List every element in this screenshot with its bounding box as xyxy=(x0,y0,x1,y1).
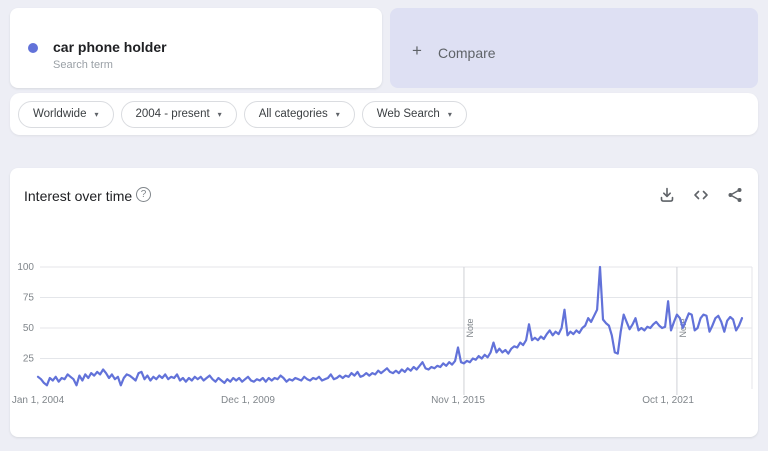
download-icon[interactable] xyxy=(658,186,676,204)
share-icon[interactable] xyxy=(726,186,744,204)
compare-label: Compare xyxy=(438,45,496,61)
search-term-subtitle: Search term xyxy=(53,59,113,71)
y-axis-tick-label: 100 xyxy=(17,262,34,273)
chart-title: Interest over time xyxy=(24,188,133,204)
compare-add-card[interactable]: + Compare xyxy=(390,8,758,88)
x-axis-tick-label: Nov 1, 2015 xyxy=(431,395,485,406)
series-color-dot xyxy=(28,43,38,53)
chevron-down-icon: ▾ xyxy=(335,109,340,119)
plus-icon: + xyxy=(412,41,422,60)
filter-category-dropdown[interactable]: All categories ▾ xyxy=(243,100,355,128)
filter-category-label: All categories xyxy=(258,108,328,120)
x-axis-tick-label: Oct 1, 2021 xyxy=(642,395,694,406)
embed-code-icon[interactable] xyxy=(692,186,710,204)
filter-bar: Worldwide ▾ 2004 - present ▾ All categor… xyxy=(10,93,758,135)
filter-searchtype-label: Web Search xyxy=(376,108,440,120)
trend-line xyxy=(36,265,744,387)
x-axis-tick-label: Dec 1, 2009 xyxy=(221,395,275,406)
filter-timerange-label: 2004 - present xyxy=(135,108,210,120)
filter-timerange-dropdown[interactable]: 2004 - present ▾ xyxy=(120,100,237,128)
x-axis-tick-label: Jan 1, 2004 xyxy=(12,395,65,406)
chevron-down-icon: ▾ xyxy=(94,109,99,119)
trend-chart-svg: 100 75 50 25 Jan 1, 2004 Dec 1, 2009 Nov 1, 20… xyxy=(12,262,753,406)
search-term-title: car phone holder xyxy=(53,39,167,55)
y-axis-tick-label: 50 xyxy=(23,323,35,334)
interest-over-time-card: Interest over time ? 100 75 50 25 Jan 1, 200… xyxy=(10,168,758,437)
help-icon[interactable]: ? xyxy=(136,187,151,202)
chevron-down-icon: ▾ xyxy=(447,109,452,119)
filter-region-dropdown[interactable]: Worldwide ▾ xyxy=(18,100,114,128)
search-term-card[interactable]: car phone holder Search term xyxy=(10,8,382,88)
y-axis-tick-label: 25 xyxy=(23,354,35,365)
note-marker-label[interactable]: Note xyxy=(465,318,475,337)
chart-actions xyxy=(658,186,744,204)
y-axis-tick-label: 75 xyxy=(23,293,35,304)
chevron-down-icon: ▾ xyxy=(217,109,222,119)
filter-searchtype-dropdown[interactable]: Web Search ▾ xyxy=(361,100,467,128)
filter-region-label: Worldwide xyxy=(33,108,87,120)
